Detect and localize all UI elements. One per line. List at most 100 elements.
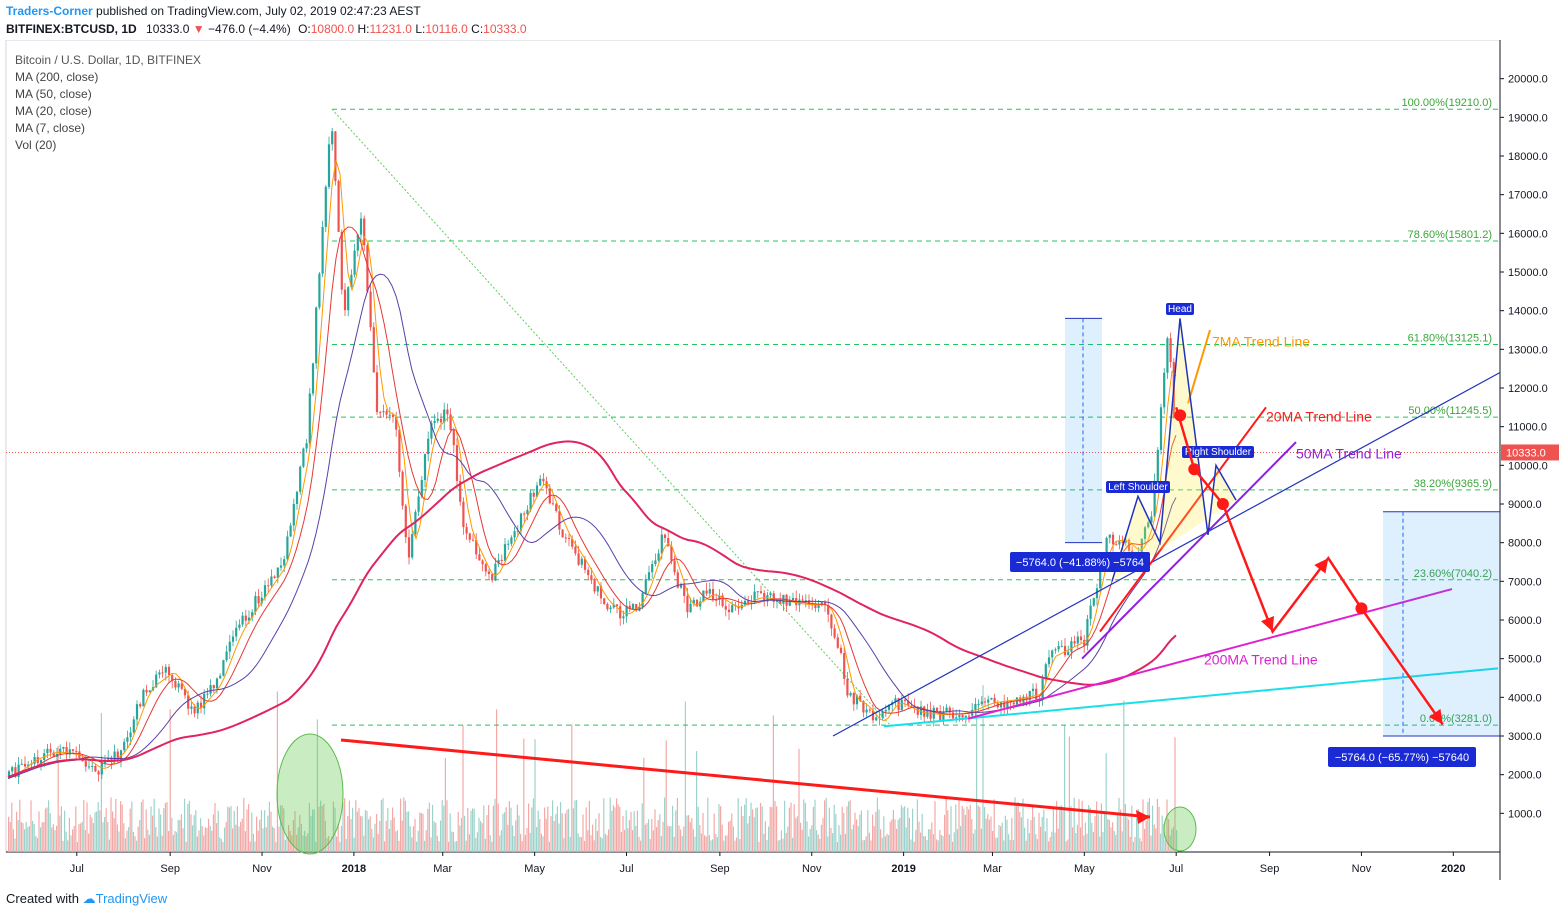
volume-bar [403, 797, 405, 852]
volume-bar [1086, 833, 1088, 852]
candle-body [1140, 539, 1143, 552]
volume-bar [171, 817, 173, 852]
candle-body [1153, 480, 1156, 517]
volume-bar [1092, 831, 1094, 852]
candle-body [91, 765, 94, 767]
candle-body [27, 764, 30, 767]
volume-bar [857, 826, 859, 852]
volume-bar [264, 810, 266, 852]
volume-bar [654, 809, 656, 852]
x-tick-label: Mar [433, 863, 452, 875]
publisher-name[interactable]: Traders-Corner [6, 4, 93, 18]
volume-bar [1131, 805, 1133, 852]
volume-bar [614, 807, 616, 852]
volume-bar [715, 834, 717, 852]
volume-bar [280, 805, 282, 852]
candle-body [663, 534, 667, 539]
legend-ma200[interactable]: MA (200, close) [15, 70, 99, 84]
volume-bar [1174, 737, 1176, 852]
ma200-line [7, 440, 1177, 778]
volume-bar [566, 809, 568, 852]
volume-bar [214, 803, 216, 852]
candle-body [750, 602, 753, 604]
volume-bar [790, 802, 792, 852]
candle-body [427, 438, 430, 455]
volume-bar [1078, 799, 1080, 852]
legend-ma7[interactable]: MA (7, close) [15, 121, 86, 135]
volume-bar [908, 817, 910, 852]
candle-body [980, 701, 983, 704]
volume-bar [745, 798, 747, 852]
volume-bar [150, 806, 152, 852]
volume-bar [859, 814, 861, 852]
volume-bar [136, 840, 138, 852]
legend-ma50[interactable]: MA (50, close) [15, 87, 92, 101]
volume-bar [1011, 818, 1013, 852]
volume-bar [545, 818, 547, 852]
volume-bar [1140, 841, 1142, 852]
volume-bar [1147, 802, 1149, 852]
volume-bar [904, 806, 906, 852]
candle-body [305, 443, 308, 449]
volume-bar [12, 829, 14, 852]
candle-body [135, 704, 139, 720]
candle-body [219, 675, 222, 679]
volume-bar [312, 809, 314, 852]
volume-bar [427, 808, 429, 852]
candle-body [561, 529, 564, 538]
candle-body [596, 586, 599, 592]
volume-bar [966, 806, 968, 852]
candle-body [987, 699, 990, 703]
ma200-trend-line [967, 588, 1453, 720]
volume-bar [1126, 817, 1128, 852]
volume-bar [1088, 804, 1090, 852]
published-text: published on TradingView.com, July 02, 2… [92, 4, 421, 18]
candle-body [839, 647, 843, 653]
candle-body [436, 418, 439, 421]
volume-bar [83, 800, 85, 852]
volume-bar [144, 838, 146, 852]
candle-body [660, 534, 663, 554]
volume-bar [977, 805, 979, 852]
legend-volume[interactable]: Vol (20) [15, 138, 57, 152]
volume-bar [1160, 833, 1162, 852]
candle-body [315, 307, 318, 364]
volume-bar [1054, 832, 1056, 852]
projection-arrow [1429, 708, 1443, 725]
volume-bar [446, 800, 448, 852]
volume-bar [897, 819, 899, 852]
candle-body [84, 761, 87, 767]
volume-bar [121, 804, 123, 852]
fib-label: 23.60%(7040.2) [1414, 568, 1492, 580]
volume-bar [1056, 801, 1058, 852]
volume-bar [643, 757, 645, 852]
candle-body [327, 144, 331, 187]
candle-body [318, 273, 321, 308]
tradingview-link[interactable]: TradingView [95, 891, 168, 906]
volume-bar [128, 827, 130, 852]
volume-bar [1129, 836, 1131, 852]
y-tick-label: 4000.0 [1508, 692, 1542, 704]
volume-bar [729, 820, 731, 852]
legend-ma20[interactable]: MA (20, close) [15, 104, 92, 118]
volume-bar [206, 827, 208, 852]
candle-body [958, 715, 961, 718]
candle-body [718, 595, 721, 600]
candle-body [273, 576, 276, 578]
volume-bar [963, 808, 965, 852]
price-chart[interactable]: 1000.0 2000.0 3000.0 4000.0 5000.0 6000.0 7000… [0, 40, 1565, 885]
candle-body [894, 698, 897, 703]
volume-bar [865, 836, 867, 852]
candle-body [801, 599, 804, 601]
volume-bar [441, 799, 443, 852]
volume-bar [54, 829, 56, 852]
volume-bar [555, 814, 557, 852]
candle-body [587, 569, 590, 576]
candle-body [542, 478, 545, 482]
volume-bar [668, 826, 670, 852]
candle-body [347, 287, 350, 311]
volume-bar [246, 809, 248, 852]
volume-bar [638, 836, 640, 852]
volume-bar [425, 830, 427, 852]
volume-bar [366, 810, 368, 852]
